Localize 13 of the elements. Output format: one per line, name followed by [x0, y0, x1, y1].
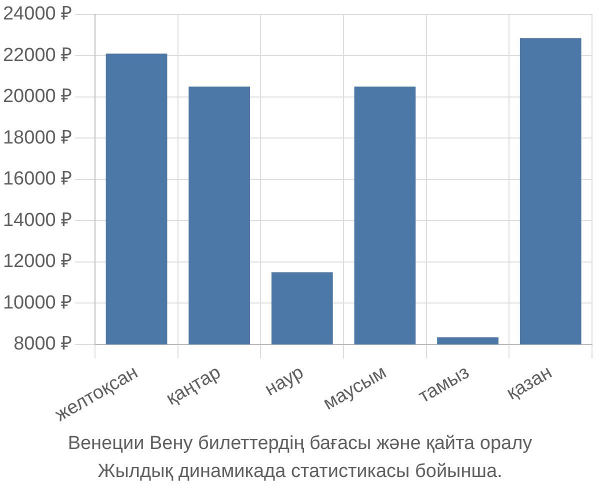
x-tick-label: қазан — [503, 362, 556, 404]
text: Жылдық динамикада статистикасы бойынша. — [96, 460, 504, 484]
y-tick-label: 12000 ₽ — [2, 251, 72, 272]
x-tick-label: наур — [262, 362, 308, 401]
y-tick-label: 16000 ₽ — [2, 168, 72, 190]
y-tick-label: 20000 ₽ — [2, 86, 72, 108]
y-tick-label: 22000 ₽ — [2, 44, 72, 66]
y-tick-label: 18000 ₽ — [2, 127, 72, 148]
y-tick-label: 24000 ₽ — [2, 4, 72, 25]
y-tick-label: 14000 ₽ — [2, 210, 72, 231]
text: Венеции Вену билеттердің бағасы және қайта оралу — [66, 432, 534, 456]
y-tick-label: 8000 ₽ — [14, 334, 72, 355]
y-tick-label: 10000 ₽ — [2, 292, 72, 314]
